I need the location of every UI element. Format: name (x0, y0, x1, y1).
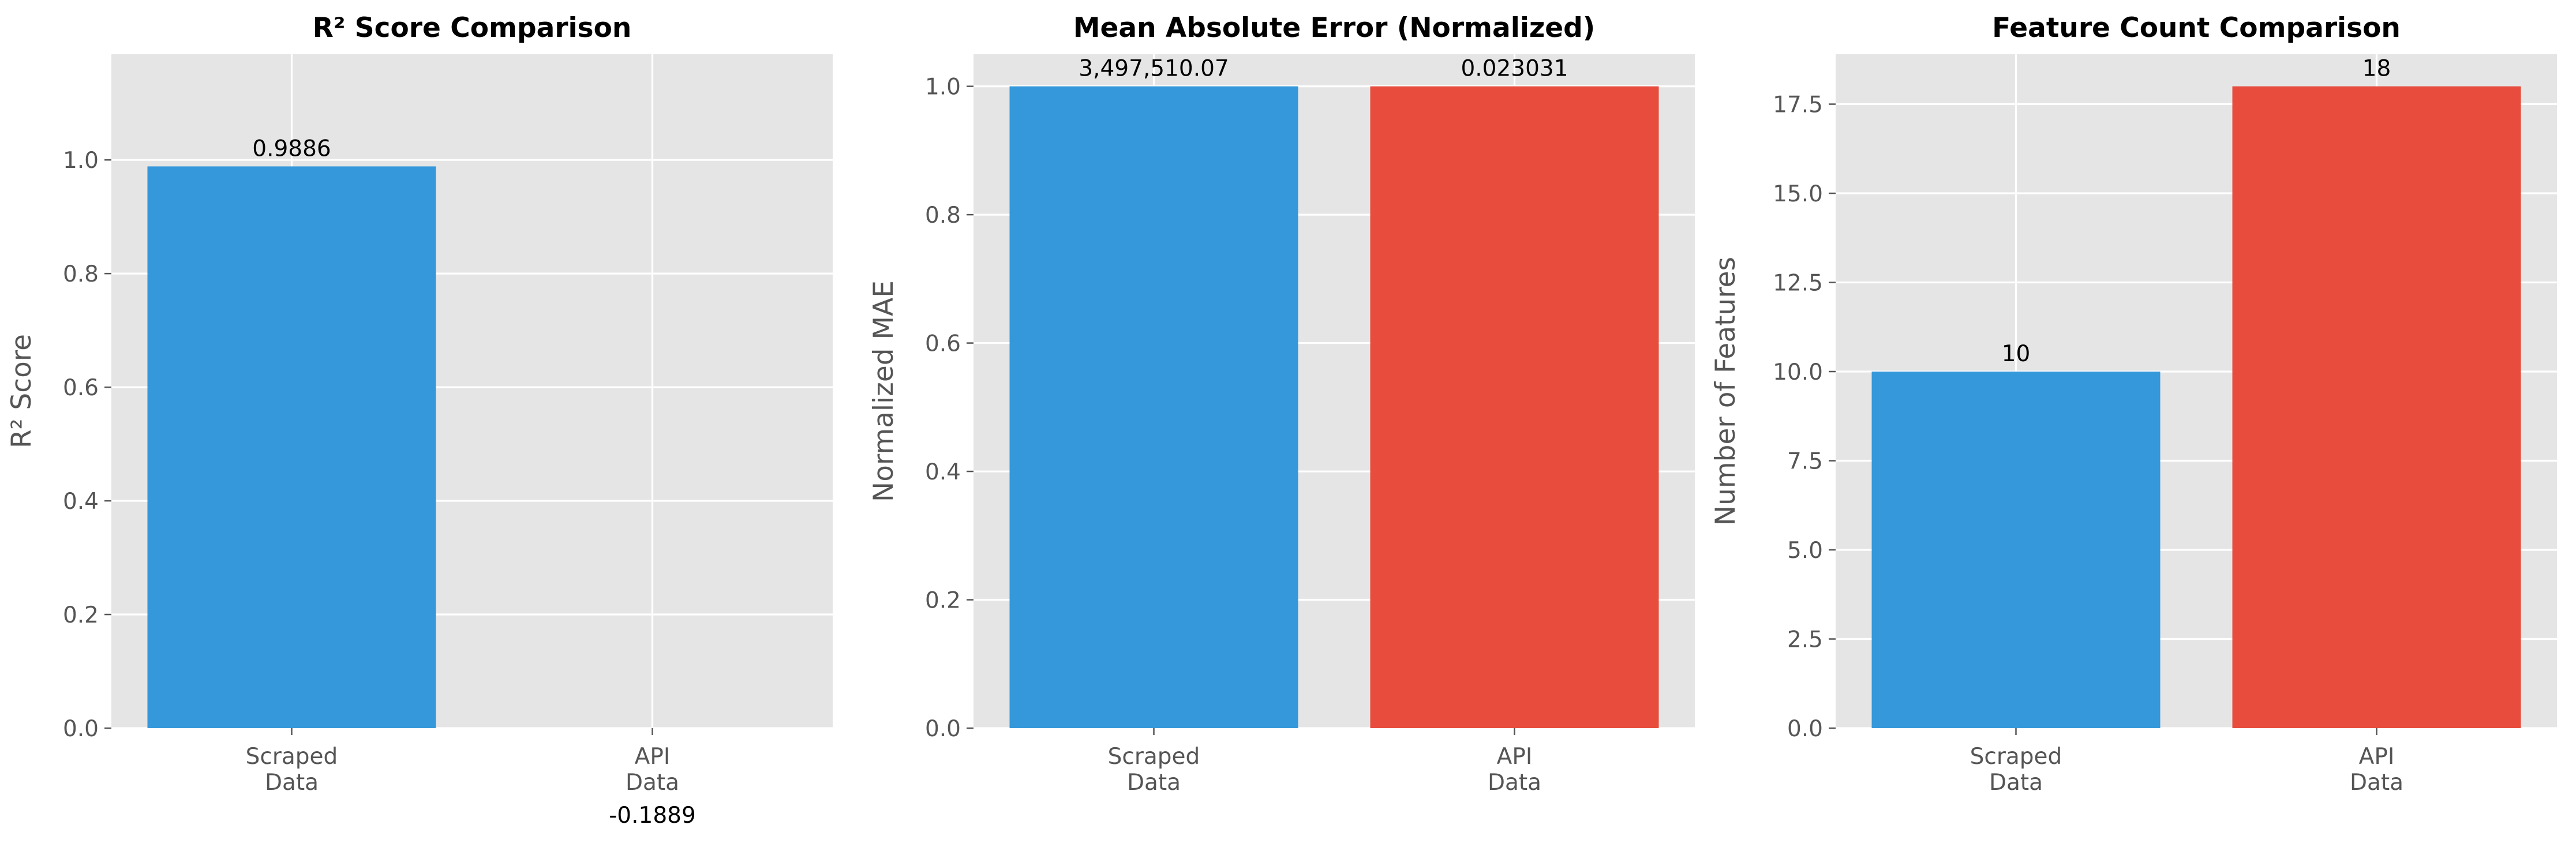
y-tick-label: 0.0 (63, 716, 99, 742)
chart-panel-1: 0.0 0.2 0.4 0.6 0.8 1.0 0.9886 -0.1889 Scraped Da… (6, 12, 833, 829)
y-tick-label: 15.0 (1773, 181, 1823, 207)
x-tick-label: API Data (1488, 744, 1541, 796)
bar (1871, 372, 2161, 728)
y-tick-label: 0.8 (63, 261, 99, 287)
y-tick-label: 0.6 (63, 375, 99, 401)
y-tick-label: 10.0 (1773, 359, 1823, 385)
y-tick-label: 0.2 (63, 602, 99, 628)
bar-value-label: 3,497,510.07 (1079, 56, 1229, 82)
chart-title: R² Score Comparison (313, 12, 632, 44)
bar-value-label: 10 (2002, 341, 2031, 367)
chart-panel-3: 0.0 2.5 5.0 7.5 10.0 12.5 15.0 17.5 10 18 Scraped D… (1710, 12, 2557, 796)
bar-value-label: -0.1889 (609, 803, 696, 829)
y-tick-label: 0.0 (1787, 716, 1823, 742)
y-tick-label: 0.8 (925, 203, 961, 228)
y-tick-label: 2.5 (1787, 627, 1823, 653)
chart-title: Mean Absolute Error (Normalized) (1073, 12, 1596, 44)
y-axis-label: R² Score (6, 334, 38, 448)
x-tick-label: Scraped Data (246, 744, 338, 796)
y-tick-label: 0.6 (925, 331, 961, 357)
y-tick-label: 7.5 (1787, 449, 1823, 475)
bar-value-label: 0.023031 (1461, 56, 1568, 82)
y-tick-label: 0.2 (925, 588, 961, 614)
bar (147, 166, 436, 728)
x-tick-label: API Data (626, 744, 679, 796)
y-tick-label: 5.0 (1787, 538, 1823, 564)
bar (1009, 86, 1298, 729)
bar (1370, 86, 1659, 729)
y-tick-label: 1.0 (63, 148, 99, 174)
y-tick-label: 12.5 (1773, 271, 1823, 297)
bar-value-label: 0.9886 (252, 136, 331, 162)
bar-value-label: 18 (2362, 56, 2391, 82)
x-tick-label: API Data (2350, 744, 2403, 796)
chart-panel-2: 0.0 0.2 0.4 0.6 0.8 1.0 3,497,510.07 0.023031 Sc… (868, 12, 1695, 796)
bar (2232, 86, 2521, 729)
y-tick-label: 0.0 (925, 716, 961, 742)
y-axis-label: Number of Features (1710, 257, 1742, 526)
y-tick-label: 1.0 (925, 74, 961, 100)
y-tick-label: 0.4 (63, 489, 99, 515)
y-tick-label: 0.4 (925, 459, 961, 485)
y-tick-label: 17.5 (1773, 92, 1823, 118)
y-axis-label: Normalized MAE (868, 280, 900, 502)
x-tick-label: Scraped Data (1108, 744, 1200, 796)
x-tick-label: Scraped Data (1970, 744, 2062, 796)
chart-title: Feature Count Comparison (1992, 12, 2401, 44)
